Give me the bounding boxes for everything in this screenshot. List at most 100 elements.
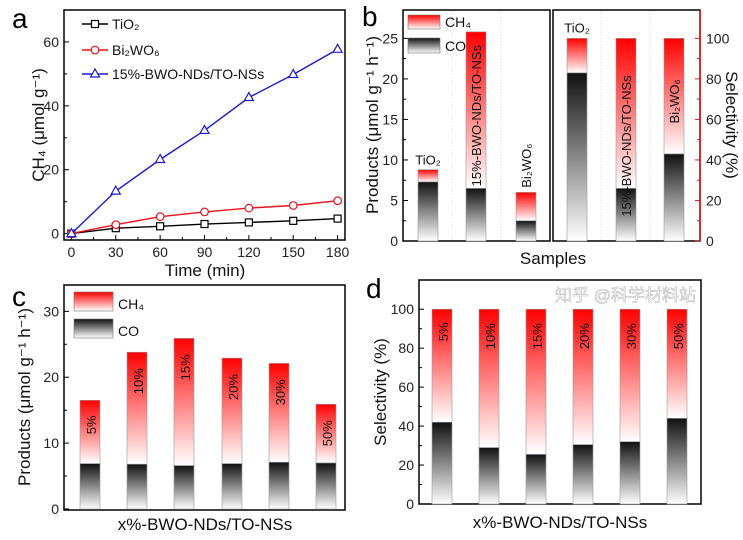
bar-1-co-segment [478,447,500,505]
y-tick-label: 20 [43,162,59,178]
selectivity-bar-0-co-segment [566,72,588,242]
x-tick-label: 180 [326,244,350,260]
legend-marker [90,19,100,29]
y-tick-label: 40 [706,152,722,168]
y-tick-label: 10 [43,435,59,451]
bar-1-co-segment [126,463,148,510]
legend-marker [90,45,100,55]
bar-label: Bi₂WO₆ [667,79,682,123]
bar-4-ch4-segment [268,363,290,463]
y-tick-label: 20 [706,192,722,208]
y-tick-label: 0 [406,496,414,512]
y-tick-label: 60 [43,34,59,50]
bar-0-co-segment [431,421,453,505]
y-tick-label: 5 [390,192,398,208]
data-point [333,196,343,206]
bar-label: TiO₂ [415,153,441,168]
data-point [289,216,298,225]
y-tick-label: 10 [382,152,398,168]
x-axis-label: x%-BWO-NDs/TO-NSs [473,513,647,532]
legend-label: CO [445,38,466,54]
bar-2-co-segment [173,465,195,510]
legend-label: CO [118,323,139,339]
data-point [154,153,166,164]
y-axis-label: Products (μmol g⁻¹ h⁻¹) [15,308,34,486]
x-tick-label: 120 [237,244,261,260]
x-axis-label: x%-BWO-NDs/TO-NSs [118,515,292,534]
x-axis-label: Samples [520,249,586,268]
y-axis-label: Selectivity (%) [371,338,390,446]
products-bar-1-co-segment [465,188,487,242]
bar-label: 10% [483,323,498,349]
y-tick-label: 20 [398,457,414,473]
panel-label-a: a [12,3,28,34]
bar-4-ch4-segment [619,308,641,442]
bar-label: 15% [178,354,193,380]
data-point [65,227,77,238]
y-tick-label: 60 [706,111,722,127]
bar-3-ch4-segment [221,357,243,464]
y-tick-label: 80 [706,71,722,87]
legend-swatch [407,37,441,54]
series-1 [66,196,343,239]
bar-0-ch4-segment [79,399,101,464]
bar-3-ch4-segment [572,308,594,445]
legend-swatch [73,318,114,339]
data-point [155,212,165,222]
y-tick-label: 15 [382,111,398,127]
legend-swatch [407,14,441,30]
x-tick-label: 30 [108,244,124,260]
data-point [198,124,211,135]
y-tick-label: 100 [391,301,415,317]
x-tick-label: 90 [197,244,213,260]
bar-label: 15%-BWO-NDs/TO-NSs [469,44,484,186]
bar-2-ch4-segment [173,338,195,466]
data-point [287,68,299,79]
bar-label: TiO₂ [564,20,590,35]
bar-label: Bi₂WO₆ [519,144,534,188]
selectivity-bar-2-ch4-segment [663,38,685,155]
bar-label: 5% [436,322,451,341]
selectivity-bar-2-co-segment [663,153,685,242]
y-tick-label: 0 [390,233,398,249]
panel-label-d: d [366,273,382,304]
bar-2-co-segment [525,454,547,505]
watermark: 知乎 @科学材料站 [555,286,696,305]
y-tick-label: 40 [43,98,59,114]
data-point [200,219,209,229]
data-point [244,218,253,227]
panel-label-c: c [12,281,26,312]
bar-label: 30% [624,323,639,349]
bar-label: 10% [131,368,146,394]
legend-marker [89,67,101,78]
legend-label: CH₄ [118,296,144,312]
bar-3-co-segment [572,444,594,505]
bar-1-ch4-segment [478,308,500,448]
y-tick-label: 0 [51,226,59,242]
products-bar-2-co-segment [515,220,537,242]
legend-label: 15%-BWO-NDs/TO-NSs [112,66,264,82]
y-tick-label: 40 [398,418,414,434]
products-bar-0-co-segment [417,181,439,242]
legend-label: TiO₂ [112,16,139,32]
bar-4-co-segment [268,461,290,510]
bar-5-ch4-segment [666,308,688,419]
bar-0-co-segment [79,463,101,510]
data-point [333,214,342,223]
data-point [200,207,209,217]
bar-label: 30% [273,379,288,405]
y-axis-label: CH₄ (μmol g⁻¹) [29,68,48,182]
data-point [110,184,122,195]
data-point [156,222,165,231]
bar-1-ch4-segment [126,351,148,465]
y-axis-right-label: Selectivity (%) [722,71,741,179]
y-tick-label: 80 [398,340,414,356]
bar-label: 20% [577,323,592,349]
bar-label: 15% [530,323,545,349]
x-tick-label: 0 [67,244,75,260]
legend-swatch [73,291,114,312]
bar-2-ch4-segment [525,308,547,455]
y-tick-label: 60 [398,379,414,395]
plot-frame [63,284,346,511]
bar-label: 5% [84,415,99,434]
